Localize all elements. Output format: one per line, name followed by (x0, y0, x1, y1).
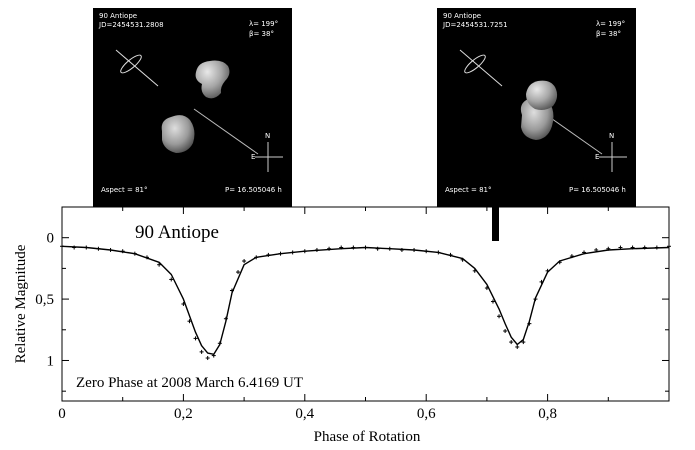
x-tick-label: 0,4 (295, 406, 314, 422)
separation-line (193, 108, 259, 155)
inset-aspect: Aspect = 81° (445, 186, 492, 194)
data-point (503, 329, 508, 334)
inset-panel-1: 90 Antiope JD=2454531.2808 λ= 199° β= 38… (93, 8, 292, 207)
inset-lambda: λ= 199° (249, 20, 278, 28)
data-point (169, 277, 174, 282)
asteroid-component-primary (526, 80, 558, 110)
inset-object-name: 90 Antiope (443, 12, 481, 20)
x-tick-label: 0,2 (174, 406, 193, 422)
y-tick-label: 0,5 (35, 292, 54, 308)
data-point (242, 259, 247, 264)
spin-axis-icon (115, 49, 159, 87)
data-point (521, 340, 526, 345)
plot-frame (61, 206, 670, 402)
zero-phase-annotation: Zero Phase at 2008 March 6.4169 UT (76, 375, 303, 391)
inset-julian-date: JD=2454531.2808 (98, 21, 164, 29)
data-point (193, 336, 198, 341)
data-point (509, 340, 514, 345)
inset-period: P= 16.505046 h (569, 186, 626, 194)
inset-object-name: 90 Antiope (99, 12, 137, 20)
x-axis-label: Phase of Rotation (314, 429, 421, 445)
y-axis: 00,51 (35, 231, 669, 392)
inset-beta: β= 38° (596, 30, 621, 38)
x-tick-label: 0 (58, 406, 66, 422)
inset-period: P= 16.505046 h (225, 186, 282, 194)
compass-icon (599, 142, 627, 172)
compass-north-label: N (609, 132, 614, 140)
data-point (157, 262, 162, 267)
y-tick-label: 1 (47, 353, 55, 369)
compass-icon (255, 142, 283, 172)
compass-east-label: E (251, 153, 255, 161)
inset-aspect: Aspect = 81° (101, 186, 148, 194)
chart-title: 90 Antiope (135, 222, 219, 243)
x-axis: 0 0,2 0,4 0,6 0,8 (58, 207, 609, 422)
y-axis-label: Relative Magnitude (13, 244, 29, 363)
inset-background (93, 8, 292, 207)
data-point (497, 314, 502, 319)
model-curve (61, 245, 670, 355)
inset-beta: β= 38° (249, 30, 274, 38)
compass-north-label: N (265, 132, 270, 140)
data-point (236, 270, 241, 275)
data-point (490, 299, 495, 304)
inset-lambda: λ= 199° (596, 20, 625, 28)
inset-julian-date: JD=2454531.7251 (442, 21, 508, 29)
lightcurve-plot: 0 0,2 0,4 0,6 0,8 00,51 90 Antiope Zero Phas… (13, 206, 671, 445)
x-tick-label: 0,8 (538, 406, 557, 422)
data-point (199, 349, 204, 354)
y-tick-label: 0 (47, 231, 55, 247)
asteroid-component-secondary (161, 115, 195, 153)
compass-east-label: E (595, 153, 599, 161)
inset-panel-2: 90 Antiope JD=2454531.7251 λ= 199° β= 38… (437, 8, 636, 207)
data-point (205, 356, 210, 361)
asteroid-component-primary (195, 60, 230, 99)
spin-axis-icon (459, 49, 503, 87)
data-point (515, 344, 520, 349)
inset-pointer (492, 207, 499, 241)
model-curve-line (61, 245, 670, 355)
x-tick-label: 0,6 (417, 406, 436, 422)
